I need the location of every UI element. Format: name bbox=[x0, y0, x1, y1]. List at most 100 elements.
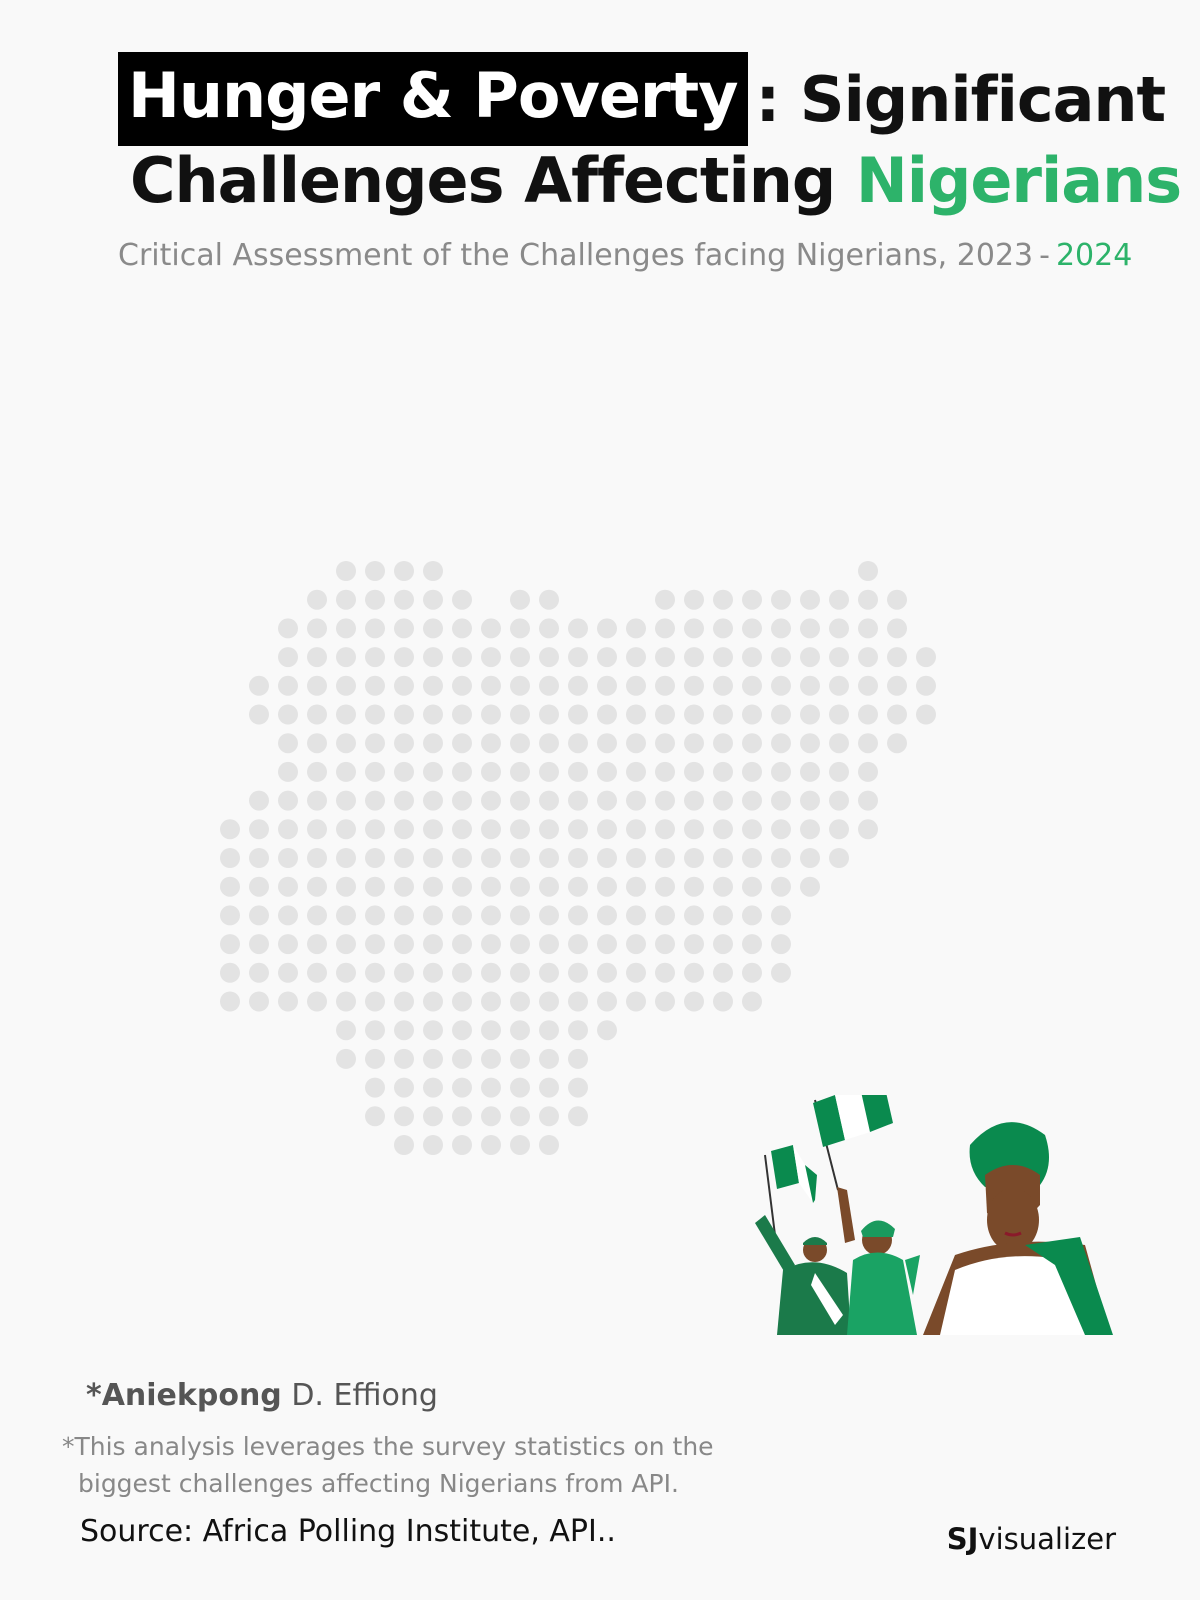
map-dot bbox=[858, 819, 878, 840]
map-dot bbox=[510, 1048, 530, 1069]
map-dot bbox=[539, 589, 559, 610]
map-dot bbox=[597, 733, 617, 754]
title-line-2: Challenges Affecting Nigerians bbox=[130, 144, 1182, 217]
map-dot bbox=[713, 790, 733, 811]
map-dot bbox=[916, 647, 936, 668]
map-dot bbox=[568, 1048, 588, 1069]
map-dot bbox=[539, 704, 559, 725]
map-dot bbox=[742, 647, 762, 668]
map-dot bbox=[539, 876, 559, 897]
map-dot bbox=[423, 589, 443, 610]
map-dot bbox=[742, 819, 762, 840]
map-dot bbox=[307, 991, 327, 1012]
map-dot bbox=[423, 1020, 443, 1041]
map-dot bbox=[829, 618, 849, 639]
map-dot bbox=[829, 790, 849, 811]
map-dot bbox=[771, 962, 791, 983]
map-dot bbox=[858, 618, 878, 639]
map-dot bbox=[278, 991, 298, 1012]
map-dot bbox=[394, 733, 414, 754]
map-dot bbox=[887, 733, 907, 754]
map-dot bbox=[249, 704, 269, 725]
map-dot bbox=[278, 905, 298, 926]
map-dot bbox=[655, 618, 675, 639]
map-dot bbox=[220, 848, 240, 868]
map-dot bbox=[887, 589, 907, 610]
subtitle-year-start: 2023 bbox=[956, 238, 1034, 273]
map-dot bbox=[278, 761, 298, 782]
map-dot bbox=[597, 991, 617, 1012]
map-dot bbox=[510, 1020, 530, 1041]
map-dot bbox=[539, 1106, 559, 1127]
map-dot bbox=[336, 790, 356, 811]
map-dot bbox=[539, 647, 559, 668]
map-dot bbox=[887, 704, 907, 725]
map-dot bbox=[510, 1077, 530, 1098]
map-dot bbox=[597, 962, 617, 983]
map-dot bbox=[713, 848, 733, 868]
map-dot bbox=[916, 675, 936, 696]
map-dot bbox=[336, 561, 356, 581]
map-dot bbox=[800, 876, 820, 897]
map-dot bbox=[365, 761, 385, 782]
map-dot bbox=[336, 618, 356, 639]
map-dot bbox=[684, 733, 704, 754]
map-dot bbox=[568, 1020, 588, 1041]
map-dot bbox=[452, 905, 472, 926]
map-dot bbox=[655, 733, 675, 754]
map-dot bbox=[829, 647, 849, 668]
subtitle-year-end: 2024 bbox=[1055, 238, 1133, 273]
map-dot bbox=[742, 761, 762, 782]
note-line-1: *This analysis leverages the survey stat… bbox=[62, 1432, 714, 1461]
map-dot bbox=[278, 675, 298, 696]
map-dot bbox=[742, 848, 762, 868]
map-dot bbox=[539, 1135, 559, 1155]
map-dot bbox=[800, 819, 820, 840]
map-dot bbox=[307, 876, 327, 897]
map-dot bbox=[510, 1135, 530, 1155]
map-dot bbox=[423, 848, 443, 868]
map-dot bbox=[423, 934, 443, 955]
map-dot bbox=[887, 618, 907, 639]
map-dot bbox=[597, 647, 617, 668]
map-dot bbox=[365, 905, 385, 926]
map-dot bbox=[858, 647, 878, 668]
map-dot bbox=[771, 761, 791, 782]
map-dot bbox=[423, 790, 443, 811]
map-dot bbox=[684, 790, 704, 811]
map-dot bbox=[394, 790, 414, 811]
map-dot bbox=[394, 1077, 414, 1098]
map-dot bbox=[394, 761, 414, 782]
map-dot bbox=[684, 991, 704, 1012]
map-dot bbox=[626, 876, 646, 897]
map-dot bbox=[307, 819, 327, 840]
map-dot bbox=[452, 876, 472, 897]
map-dot bbox=[452, 1048, 472, 1069]
map-dot bbox=[423, 962, 443, 983]
map-dot bbox=[597, 905, 617, 926]
map-dot bbox=[713, 876, 733, 897]
map-dot bbox=[365, 934, 385, 955]
map-dot bbox=[539, 675, 559, 696]
map-dot bbox=[394, 1020, 414, 1041]
map-dot bbox=[597, 1020, 617, 1041]
map-dot bbox=[829, 733, 849, 754]
map-dot bbox=[713, 647, 733, 668]
map-dot bbox=[510, 962, 530, 983]
map-dot bbox=[742, 934, 762, 955]
map-dot bbox=[713, 934, 733, 955]
map-dot bbox=[307, 761, 327, 782]
map-dot bbox=[568, 934, 588, 955]
map-dot bbox=[423, 1048, 443, 1069]
map-dot bbox=[423, 991, 443, 1012]
map-dot bbox=[394, 1135, 414, 1155]
map-dot bbox=[423, 675, 443, 696]
map-dot bbox=[249, 819, 269, 840]
map-dot bbox=[481, 1106, 501, 1127]
map-dot bbox=[655, 675, 675, 696]
map-dot bbox=[481, 1135, 501, 1155]
map-dot bbox=[365, 733, 385, 754]
map-dot bbox=[539, 991, 559, 1012]
subtitle-dash: - bbox=[1039, 238, 1050, 273]
map-dot bbox=[597, 819, 617, 840]
